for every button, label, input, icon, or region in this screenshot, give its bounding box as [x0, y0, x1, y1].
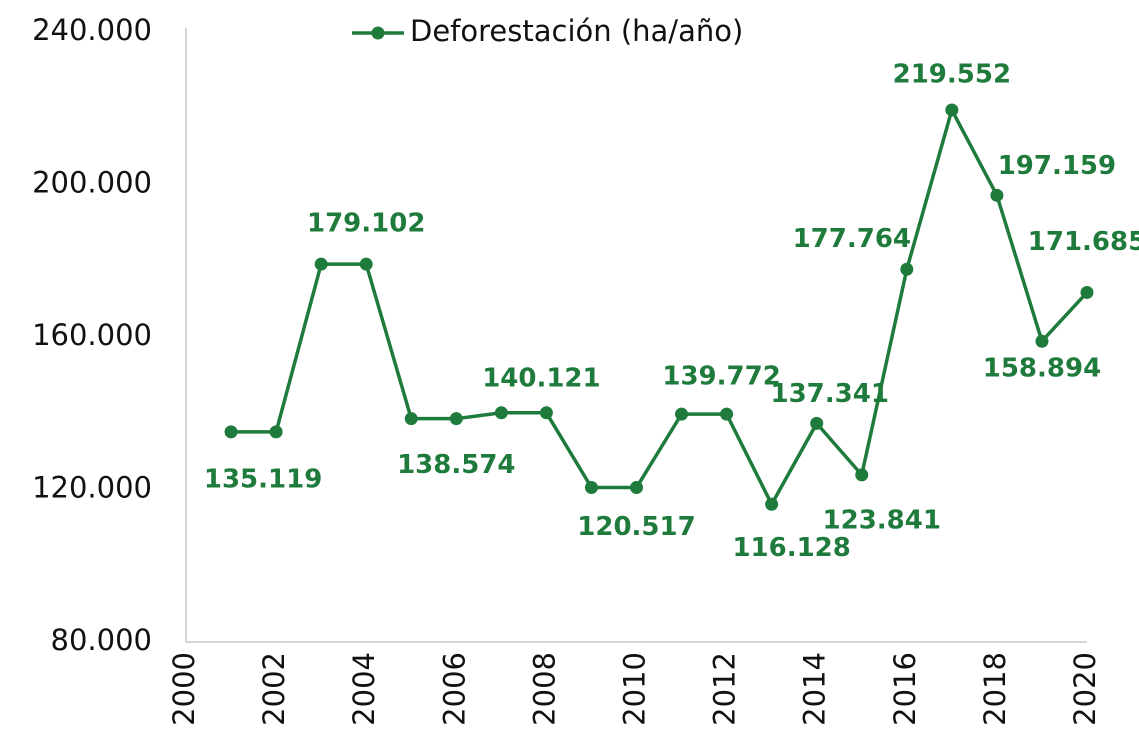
x-tick-label: 2004 [347, 652, 381, 726]
data-point [990, 188, 1004, 202]
data-label: 219.552 [893, 59, 1011, 89]
data-point [900, 262, 914, 276]
legend-marker [371, 26, 385, 40]
x-tick-label: 2014 [798, 652, 832, 726]
x-tick-label: 2018 [978, 652, 1012, 726]
x-tick-label: 2002 [257, 652, 291, 726]
data-point [1035, 334, 1049, 348]
x-tick-label: 2012 [708, 652, 742, 726]
legend-label: Deforestación (ha/año) [410, 14, 743, 48]
data-label: 123.841 [823, 505, 941, 535]
data-point [539, 406, 553, 420]
data-point [1080, 285, 1094, 299]
data-point [584, 481, 598, 495]
data-label: 138.574 [397, 450, 515, 480]
series-line [231, 108, 1089, 507]
data-point [630, 481, 643, 495]
data-point [720, 407, 734, 421]
y-tick-label: 80.000 [51, 623, 152, 657]
y-tick-label: 240.000 [32, 13, 152, 47]
data-label: 158.894 [983, 354, 1101, 384]
data-point [224, 425, 238, 439]
data-label: 177.764 [793, 224, 911, 254]
y-tick-label: 200.000 [32, 166, 152, 200]
x-tick-label: 2006 [437, 652, 471, 726]
x-tick-label: 2020 [1068, 652, 1102, 726]
data-point [359, 257, 373, 271]
data-point [494, 406, 508, 420]
x-tick-label: 2000 [167, 652, 201, 726]
data-point [449, 412, 463, 426]
data-point [945, 103, 959, 117]
data-point [855, 468, 869, 482]
y-tick-label: 120.000 [32, 471, 152, 505]
data-point [810, 416, 824, 430]
data-label: 120.517 [577, 512, 695, 542]
data-point [675, 407, 689, 421]
data-label: 137.341 [770, 379, 888, 409]
x-tick-label: 2010 [618, 652, 652, 726]
data-label: 139.772 [662, 362, 780, 392]
data-point [314, 257, 328, 271]
data-label: 197.159 [998, 151, 1116, 181]
x-tick-label: 2008 [527, 652, 561, 726]
data-label: 140.121 [482, 363, 600, 393]
x-tick-label: 2016 [888, 652, 922, 726]
data-point [269, 425, 283, 439]
data-point [765, 497, 779, 511]
data-label: 179.102 [307, 209, 425, 239]
data-label: 116.128 [732, 533, 850, 563]
data-label: 171.685 [1028, 227, 1139, 257]
data-point [404, 412, 418, 426]
data-label: 135.119 [204, 464, 322, 494]
y-tick-label: 160.000 [32, 318, 152, 352]
